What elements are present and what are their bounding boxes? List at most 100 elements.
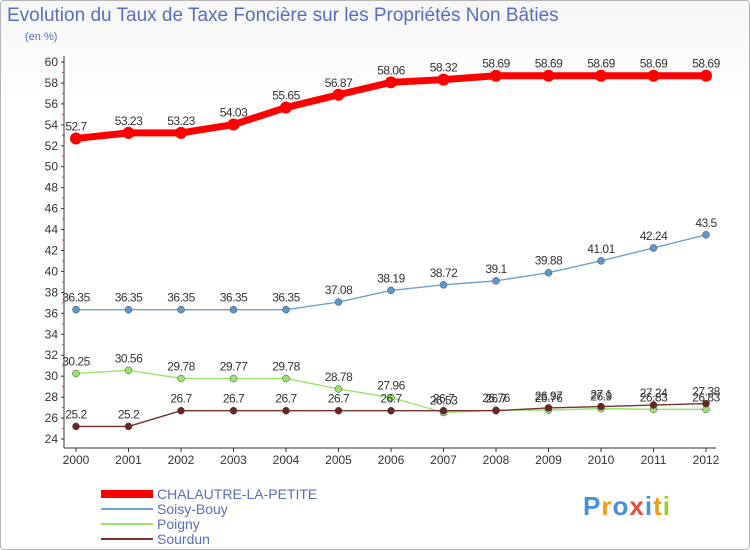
data-label: 26.7	[328, 392, 350, 406]
data-label: 37.08	[325, 283, 353, 297]
series-layer	[70, 69, 712, 431]
y-tick-label: 44	[45, 223, 59, 237]
data-point	[280, 101, 292, 114]
x-tick-label: 2011	[641, 453, 667, 467]
data-label: 39.1	[485, 262, 507, 276]
data-label: 26.97	[535, 389, 563, 403]
y-tick-label: 40	[45, 264, 59, 278]
x-tick-label: 2005	[325, 453, 352, 467]
data-label: 41.01	[587, 242, 615, 256]
data-point	[387, 406, 395, 415]
data-label: 27.1	[590, 388, 612, 402]
y-tick-label: 54	[45, 118, 59, 132]
legend-label: Soisy-Bouy	[157, 501, 228, 517]
data-point	[282, 305, 290, 314]
legend-label: CHALAUTRE-LA-PETITE	[157, 486, 318, 502]
data-point	[492, 277, 500, 285]
x-tick-label: 2004	[273, 453, 300, 467]
data-label: 58.69	[587, 57, 615, 71]
y-tick-label: 26	[45, 411, 59, 425]
data-point	[72, 369, 80, 378]
data-label: 26.7	[275, 392, 297, 406]
y-tick-label: 58	[45, 76, 59, 90]
legend-label: Sourdun	[157, 531, 210, 547]
data-label: 29.78	[167, 359, 195, 373]
data-label: 25.2	[118, 407, 140, 421]
data-point	[334, 298, 343, 306]
data-label: 26.83	[640, 390, 668, 404]
y-tick-label: 34	[45, 327, 59, 341]
data-label: 58.69	[640, 57, 668, 71]
data-point	[122, 126, 135, 139]
x-tick-label: 2009	[535, 453, 562, 467]
y-tick-label: 30	[45, 369, 59, 383]
data-label: 58.69	[535, 57, 563, 71]
y-tick-label: 60	[45, 55, 59, 69]
data-label: 26.7	[170, 392, 192, 406]
data-label: 30.56	[115, 351, 143, 365]
legend-item-sourdun: Sourdun	[101, 531, 210, 547]
data-point	[439, 406, 448, 415]
data-point	[229, 406, 238, 415]
data-label: 26.83	[692, 390, 720, 404]
data-point	[385, 76, 397, 89]
logo-letter: P	[583, 491, 602, 521]
data-point	[282, 406, 290, 415]
data-label: 39.88	[535, 254, 563, 268]
legend-item-chalautre: CHALAUTRE-LA-PETITE	[101, 486, 318, 502]
data-label: 27.96	[377, 379, 405, 393]
data-point	[177, 305, 185, 314]
data-point	[492, 406, 500, 415]
data-label: 36.35	[115, 291, 143, 305]
data-point	[334, 406, 343, 415]
data-label: 56.87	[325, 76, 353, 90]
data-point	[387, 393, 395, 402]
y-tick-label: 38	[45, 285, 59, 299]
logo-letter: i	[644, 491, 654, 521]
data-label: 30.25	[62, 355, 90, 369]
logo-letter: x	[629, 491, 645, 521]
data-label: 58.69	[692, 57, 720, 71]
data-point	[124, 422, 133, 431]
data-point	[700, 69, 712, 82]
data-point	[332, 88, 345, 101]
data-point	[72, 422, 80, 431]
data-point	[544, 404, 553, 412]
x-tick-label: 2007	[430, 453, 457, 467]
data-point	[72, 305, 80, 314]
data-label: 26.76	[482, 391, 510, 405]
data-point	[702, 231, 710, 239]
data-label: 36.35	[62, 291, 90, 305]
chart-title: Evolution du Taux de Taxe Foncière sur l…	[7, 5, 559, 26]
x-tick-label: 2003	[220, 453, 247, 467]
data-label: 38.72	[430, 266, 458, 280]
data-point	[542, 69, 555, 82]
data-point	[490, 69, 502, 82]
logo-letter: i	[662, 491, 671, 521]
data-label: 36.35	[220, 291, 248, 305]
data-label: 58.32	[430, 61, 458, 75]
data-label: 26.7	[223, 392, 245, 406]
data-label: 58.06	[377, 63, 405, 77]
data-point	[439, 281, 448, 289]
data-point	[597, 257, 605, 265]
legend-swatch	[101, 490, 153, 498]
x-tick-label: 2002	[168, 453, 195, 467]
x-tick-label: 2006	[378, 453, 405, 467]
data-label: 27.38	[692, 385, 720, 399]
data-point	[544, 268, 553, 277]
legend-swatch	[101, 508, 153, 510]
data-label: 38.19	[377, 271, 405, 285]
y-tick-label: 50	[45, 160, 59, 174]
data-label: 52.7	[65, 119, 87, 133]
data-label: 43.5	[695, 216, 717, 230]
data-label: 26.9	[590, 390, 612, 404]
x-tick-label: 2001	[115, 453, 142, 467]
y-tick-label: 42	[45, 244, 59, 258]
data-point	[334, 385, 343, 393]
data-label: 54.03	[220, 106, 248, 120]
data-point	[437, 73, 450, 86]
legend-item-soisy-bouy: Soisy-Bouy	[101, 501, 228, 517]
